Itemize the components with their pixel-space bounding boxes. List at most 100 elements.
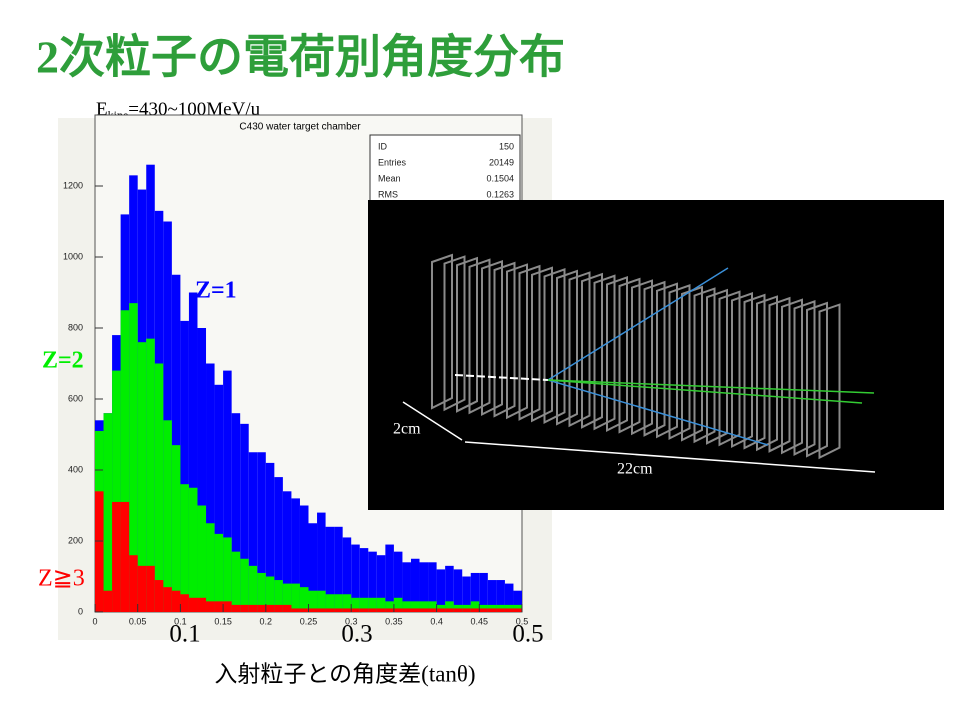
histogram-bar	[351, 608, 360, 612]
big-tick: 0.3	[341, 621, 372, 648]
histogram-bar	[188, 597, 198, 612]
histogram-bar	[393, 597, 403, 612]
histogram-bar	[428, 608, 437, 612]
stats-key: Entries	[378, 157, 407, 167]
histogram-bar	[223, 537, 232, 612]
frame	[481, 259, 503, 417]
frame	[531, 266, 553, 423]
histogram-bar	[274, 477, 283, 612]
histogram-bar	[325, 608, 335, 612]
x-tick-label: 0.5	[516, 616, 529, 626]
histogram-bar	[428, 562, 437, 612]
histogram-bar	[487, 580, 497, 612]
x-tick-label: 0.35	[385, 616, 403, 626]
plot-title: C430 water target chamber	[239, 122, 361, 133]
x-tick-label: 0.45	[471, 616, 489, 626]
detector-frames	[431, 253, 841, 460]
histogram-bar	[188, 292, 198, 612]
histogram-bar	[163, 420, 172, 612]
frame	[631, 279, 653, 436]
histogram-bar	[291, 498, 300, 612]
frame	[506, 263, 528, 420]
histogram-bar	[513, 590, 522, 612]
histogram-bar	[146, 565, 155, 612]
frame	[443, 255, 466, 412]
histogram-bar	[376, 608, 386, 612]
histogram-bar	[513, 608, 522, 612]
histogram-bar	[214, 601, 224, 612]
histogram-bar	[112, 501, 121, 612]
histogram-bar	[317, 512, 326, 612]
legend-label: Z≧3	[38, 566, 85, 592]
histogram-bar	[308, 523, 318, 612]
histogram-bar	[325, 526, 335, 612]
histogram-bar	[351, 597, 360, 612]
histogram-bar	[487, 608, 497, 612]
histogram-bar	[154, 580, 164, 612]
track	[547, 379, 875, 394]
x-tick-label: 0.2	[260, 616, 273, 626]
histogram-bar	[282, 491, 292, 612]
frame	[518, 264, 541, 421]
histogram-bar	[385, 601, 394, 612]
histogram-bar	[180, 320, 189, 612]
arrow	[464, 441, 876, 473]
histogram-bar	[376, 555, 386, 612]
y-tick-label: 1200	[63, 180, 83, 190]
histogram-bar	[282, 604, 292, 612]
histogram-bar	[112, 370, 121, 612]
histogram-bar	[257, 572, 266, 612]
histogram-bar	[163, 221, 172, 612]
x-tick-label: 0.4	[430, 616, 443, 626]
stats-value: 0.1504	[486, 173, 514, 183]
histogram-bar	[248, 452, 258, 612]
histogram-bar	[470, 608, 480, 612]
frame	[743, 293, 766, 450]
x-tick-label: 0.3	[345, 616, 358, 626]
histogram-bar	[419, 608, 429, 612]
histogram-bar	[334, 526, 343, 612]
stats-value: 20149	[489, 157, 514, 167]
slide-title: 2次粒子の電荷別角度分布	[36, 32, 565, 83]
histogram-bar	[342, 608, 352, 612]
histogram-bar	[359, 608, 369, 612]
histogram-bar	[479, 608, 488, 612]
frame	[756, 295, 778, 452]
histogram-bar	[188, 487, 198, 612]
x-axis-label: 入射粒子との角度差(tanθ)	[214, 661, 475, 686]
histogram-bar	[299, 505, 309, 612]
legend-label: Z=2	[42, 348, 84, 374]
histogram-bar	[342, 537, 352, 612]
histogram-bar	[410, 558, 420, 612]
histogram-bar	[137, 565, 147, 612]
frame	[581, 272, 603, 429]
histogram-bar	[231, 413, 241, 612]
frame	[681, 285, 703, 442]
track	[547, 379, 863, 404]
inset: 2cm 22cm	[368, 200, 944, 510]
plot: C430 water target chamber 0 200 400 600 800 10…	[63, 114, 529, 626]
histogram-bar	[171, 274, 181, 612]
histogram-bar	[325, 594, 335, 612]
histogram-bar	[445, 565, 454, 612]
histogram-bar	[368, 597, 377, 612]
histogram-bar	[180, 484, 189, 612]
histogram-bar	[265, 462, 275, 612]
histogram-bar	[402, 608, 411, 612]
stats-key: RMS	[378, 189, 398, 199]
y-tick-label: 0	[78, 606, 83, 616]
frame	[456, 256, 478, 413]
histogram-bar	[274, 604, 283, 612]
histogram-bar	[240, 423, 249, 612]
frame	[718, 290, 741, 447]
histogram-bar	[342, 594, 352, 612]
histogram-bar	[402, 562, 411, 612]
histogram-bar	[120, 501, 130, 612]
stats-box	[369, 134, 521, 206]
histogram-bar	[257, 452, 266, 612]
frame	[493, 261, 516, 418]
histogram-bar	[504, 608, 514, 612]
histogram-bar	[351, 544, 360, 612]
histogram-bar	[317, 608, 326, 612]
